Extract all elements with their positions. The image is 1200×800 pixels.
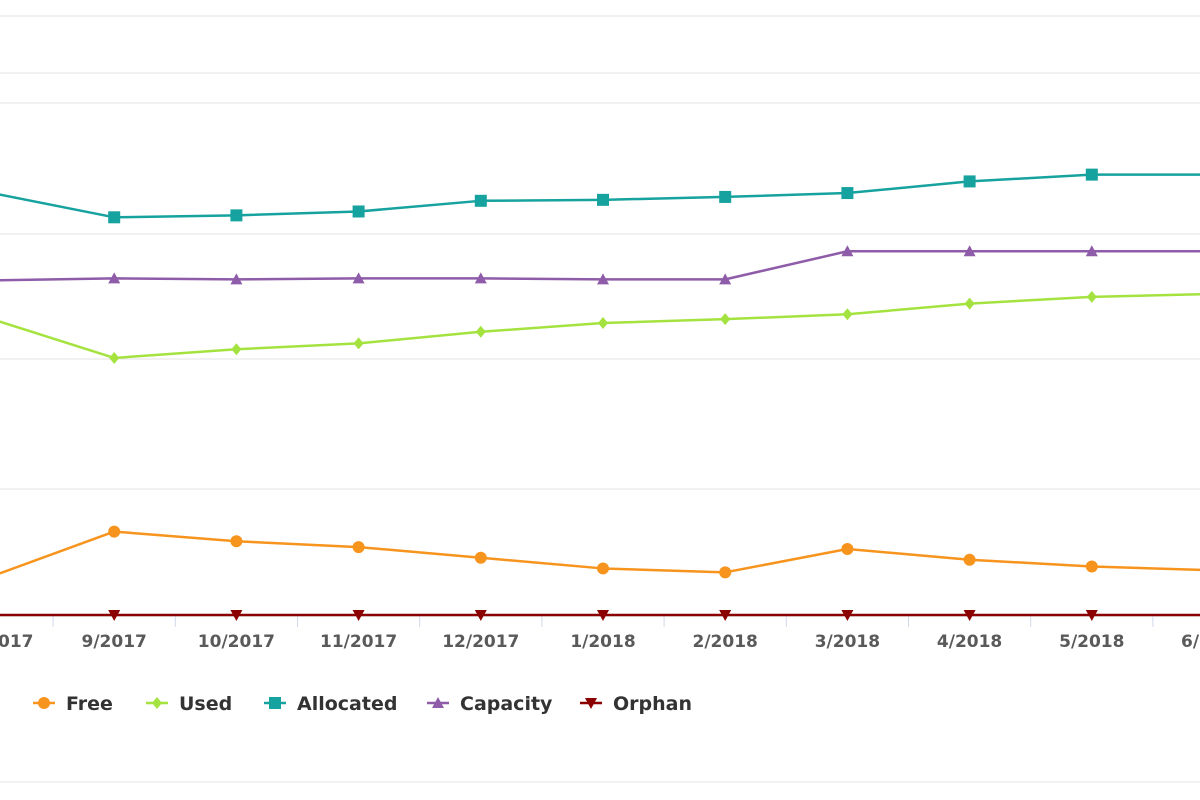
used-point[interactable] bbox=[1086, 290, 1097, 303]
free-point[interactable] bbox=[352, 541, 365, 554]
legend-item-allocated[interactable]: Allocated bbox=[264, 693, 397, 715]
used-point[interactable] bbox=[598, 317, 608, 330]
legend-label: Allocated bbox=[297, 693, 397, 715]
capacity-point[interactable] bbox=[474, 272, 487, 284]
legend-marker bbox=[38, 697, 50, 709]
x-tick-label: 11/2017 bbox=[320, 632, 397, 652]
legend-item-orphan[interactable]: Orphan bbox=[580, 693, 692, 715]
x-tick-label: 1/2018 bbox=[570, 632, 635, 652]
orphan-point[interactable] bbox=[474, 610, 487, 621]
legend-item-free[interactable]: Free bbox=[33, 693, 113, 715]
legend-label: Used bbox=[179, 693, 232, 715]
capacity-point[interactable] bbox=[230, 273, 243, 285]
orphan-point[interactable] bbox=[719, 610, 732, 621]
x-tick-label: 6/ bbox=[1181, 632, 1200, 652]
orphan-point[interactable] bbox=[597, 610, 609, 621]
used-point[interactable] bbox=[353, 337, 364, 350]
legend-marker bbox=[432, 697, 444, 708]
x-tick-label: 10/2017 bbox=[198, 632, 275, 652]
x-tick-label: 5/2018 bbox=[1059, 632, 1124, 652]
free-point[interactable] bbox=[841, 543, 854, 556]
series-allocated bbox=[0, 168, 1200, 224]
used-point[interactable] bbox=[720, 313, 731, 326]
used-point[interactable] bbox=[842, 308, 853, 321]
x-tick-label: 017 bbox=[0, 632, 34, 652]
free-point[interactable] bbox=[719, 566, 732, 579]
allocated-point[interactable] bbox=[597, 193, 609, 206]
used-line bbox=[0, 293, 1200, 360]
capacity-line bbox=[0, 250, 1200, 282]
allocated-point[interactable] bbox=[841, 187, 854, 200]
capacity-point[interactable] bbox=[1085, 245, 1098, 257]
x-tick-label: 9/2017 bbox=[82, 632, 147, 652]
capacity-point[interactable] bbox=[963, 245, 976, 257]
legend-marker bbox=[152, 697, 162, 709]
legend-marker bbox=[585, 698, 597, 709]
capacity-point[interactable] bbox=[841, 245, 854, 257]
legend-label: Free bbox=[66, 693, 113, 715]
series-orphan bbox=[0, 610, 1200, 621]
legend-item-used[interactable]: Used bbox=[146, 693, 232, 715]
x-tick-label: 3/2018 bbox=[815, 632, 880, 652]
series-used bbox=[0, 290, 1200, 364]
capacity-point[interactable] bbox=[108, 272, 121, 284]
x-axis bbox=[0, 615, 1200, 627]
orphan-point[interactable] bbox=[841, 610, 854, 621]
series-capacity bbox=[0, 245, 1200, 285]
allocated-point[interactable] bbox=[352, 205, 365, 218]
allocated-point[interactable] bbox=[230, 209, 243, 222]
x-tick-label: 2/2018 bbox=[693, 632, 758, 652]
orphan-point[interactable] bbox=[108, 610, 121, 621]
x-tick-label: 4/2018 bbox=[937, 632, 1002, 652]
allocated-point[interactable] bbox=[1085, 168, 1098, 181]
allocated-point[interactable] bbox=[963, 175, 976, 188]
orphan-point[interactable] bbox=[1085, 610, 1098, 621]
orphan-point[interactable] bbox=[963, 610, 976, 621]
orphan-point[interactable] bbox=[352, 610, 365, 621]
x-tick-label: 12/2017 bbox=[442, 632, 519, 652]
used-point[interactable] bbox=[964, 297, 975, 310]
free-point[interactable] bbox=[1085, 560, 1098, 573]
capacity-point[interactable] bbox=[719, 273, 732, 285]
used-point[interactable] bbox=[475, 325, 486, 338]
series-free bbox=[0, 525, 1200, 579]
legend-item-capacity[interactable]: Capacity bbox=[427, 693, 553, 715]
legend: Free Used Allocated Capacity Orphan bbox=[33, 693, 692, 715]
capacity-point[interactable] bbox=[352, 272, 365, 284]
legend-label: Orphan bbox=[613, 693, 692, 715]
legend-label: Capacity bbox=[460, 693, 553, 715]
orphan-point[interactable] bbox=[230, 610, 243, 621]
x-tick-labels: 017 9/2017 10/2017 11/2017 12/2017 1/2018 2/20… bbox=[0, 632, 1200, 652]
legend-marker bbox=[269, 697, 281, 709]
used-point[interactable] bbox=[231, 343, 242, 356]
free-point[interactable] bbox=[963, 553, 976, 566]
free-point[interactable] bbox=[230, 535, 243, 548]
grid-lines bbox=[0, 15, 1200, 783]
allocated-point[interactable] bbox=[474, 194, 487, 207]
allocated-point[interactable] bbox=[719, 190, 732, 203]
allocated-point[interactable] bbox=[108, 211, 121, 224]
free-point[interactable] bbox=[108, 525, 121, 538]
free-point[interactable] bbox=[474, 551, 487, 564]
capacity-point[interactable] bbox=[597, 273, 609, 285]
used-point[interactable] bbox=[109, 351, 120, 364]
series-area bbox=[0, 168, 1200, 621]
free-point[interactable] bbox=[597, 562, 609, 575]
